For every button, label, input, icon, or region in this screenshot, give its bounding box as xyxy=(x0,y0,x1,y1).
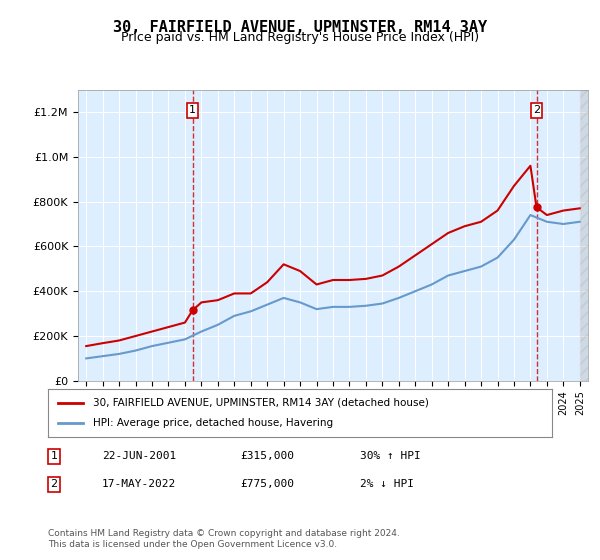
Text: 1: 1 xyxy=(50,451,58,461)
Text: 30% ↑ HPI: 30% ↑ HPI xyxy=(360,451,421,461)
Text: £315,000: £315,000 xyxy=(240,451,294,461)
Text: 30, FAIRFIELD AVENUE, UPMINSTER, RM14 3AY: 30, FAIRFIELD AVENUE, UPMINSTER, RM14 3A… xyxy=(113,20,487,35)
Bar xyxy=(580,90,596,381)
Text: 30, FAIRFIELD AVENUE, UPMINSTER, RM14 3AY (detached house): 30, FAIRFIELD AVENUE, UPMINSTER, RM14 3A… xyxy=(94,398,429,408)
Text: £775,000: £775,000 xyxy=(240,479,294,489)
Text: 2% ↓ HPI: 2% ↓ HPI xyxy=(360,479,414,489)
Text: 22-JUN-2001: 22-JUN-2001 xyxy=(102,451,176,461)
Text: 17-MAY-2022: 17-MAY-2022 xyxy=(102,479,176,489)
Text: Contains HM Land Registry data © Crown copyright and database right 2024.
This d: Contains HM Land Registry data © Crown c… xyxy=(48,529,400,549)
Text: HPI: Average price, detached house, Havering: HPI: Average price, detached house, Have… xyxy=(94,418,334,428)
Text: Price paid vs. HM Land Registry's House Price Index (HPI): Price paid vs. HM Land Registry's House … xyxy=(121,31,479,44)
Text: 2: 2 xyxy=(50,479,58,489)
Text: 2: 2 xyxy=(533,105,540,115)
Text: 1: 1 xyxy=(189,105,196,115)
